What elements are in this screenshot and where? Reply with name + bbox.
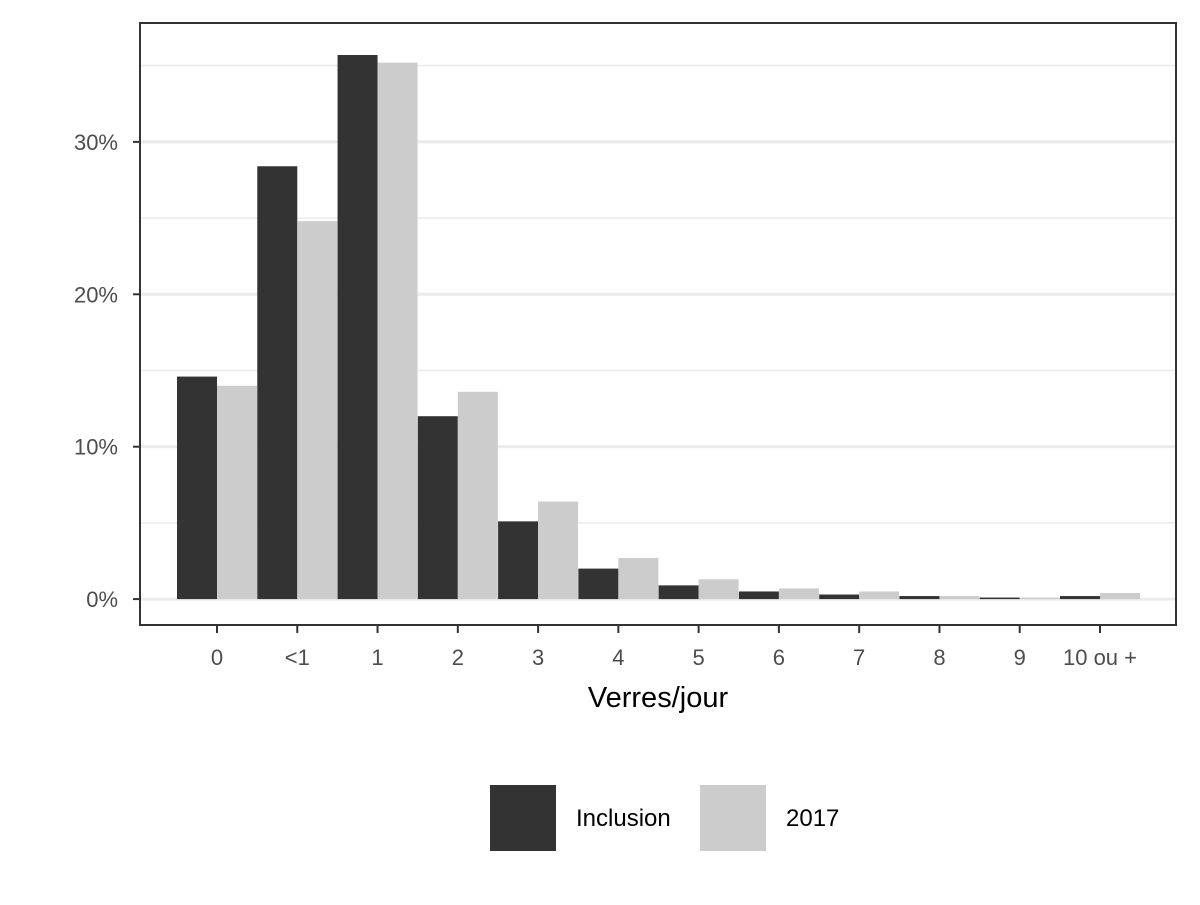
bar-inclusion	[417, 416, 458, 600]
legend: Inclusion 2017	[490, 785, 839, 851]
x-tick-label: 8	[933, 645, 945, 670]
bar-inclusion	[658, 585, 699, 600]
legend-key	[490, 785, 556, 851]
x-tick-label: 10 ou +	[1063, 645, 1137, 670]
x-tick-label: 2	[452, 645, 464, 670]
bar-series-2017	[377, 62, 418, 600]
bar-series-2017	[457, 391, 498, 600]
y-tick-label: 20%	[74, 282, 118, 307]
legend-label: 2017	[786, 805, 839, 832]
bar-inclusion	[819, 594, 860, 600]
y-tick-label: 10%	[74, 435, 118, 460]
y-axis: 0% 10% 20% 30%	[74, 130, 140, 612]
x-tick-label: 0	[211, 645, 223, 670]
bar-inclusion	[979, 597, 1020, 600]
x-tick-label: 7	[853, 645, 865, 670]
bar-series-2017	[859, 591, 900, 600]
y-tick-label: 0%	[86, 587, 118, 612]
x-tick-label: 4	[612, 645, 624, 670]
bar-inclusion	[498, 521, 539, 600]
bars-group	[177, 55, 1140, 600]
legend-label: Inclusion	[576, 805, 671, 832]
bar-series-2017	[939, 596, 980, 600]
bar-series-2017	[217, 385, 257, 600]
bar-series-2017	[698, 579, 739, 600]
bar-series-2017	[538, 501, 579, 600]
x-tick-label: 5	[693, 645, 705, 670]
x-axis: 0 <1 1 2 3 4 5 6 7 8 9 10 ou +	[211, 625, 1137, 670]
bar-inclusion	[1060, 596, 1100, 600]
y-tick-label: 30%	[74, 130, 118, 155]
bar-series-2017	[1100, 592, 1140, 600]
x-tick-label: 1	[371, 645, 383, 670]
bar-inclusion	[899, 596, 940, 600]
bar-inclusion	[738, 591, 779, 600]
bar-inclusion	[177, 376, 217, 600]
grid-minor-lines	[140, 64, 1176, 524]
x-tick-label: 6	[773, 645, 785, 670]
plot-panel-border	[139, 22, 1177, 626]
x-axis-title: Verres/jour	[588, 682, 729, 714]
x-tick-label: 3	[532, 645, 544, 670]
x-tick-label: 9	[1014, 645, 1026, 670]
bar-series-2017	[297, 221, 338, 600]
bar-inclusion	[257, 166, 298, 600]
bar-series-2017	[618, 557, 659, 600]
x-tick-label: <1	[285, 645, 310, 670]
bar-inclusion	[578, 568, 619, 600]
bar-inclusion	[337, 55, 378, 600]
bar-series-2017	[1019, 597, 1060, 600]
legend-key	[700, 785, 766, 851]
bar-series-2017	[778, 588, 819, 600]
